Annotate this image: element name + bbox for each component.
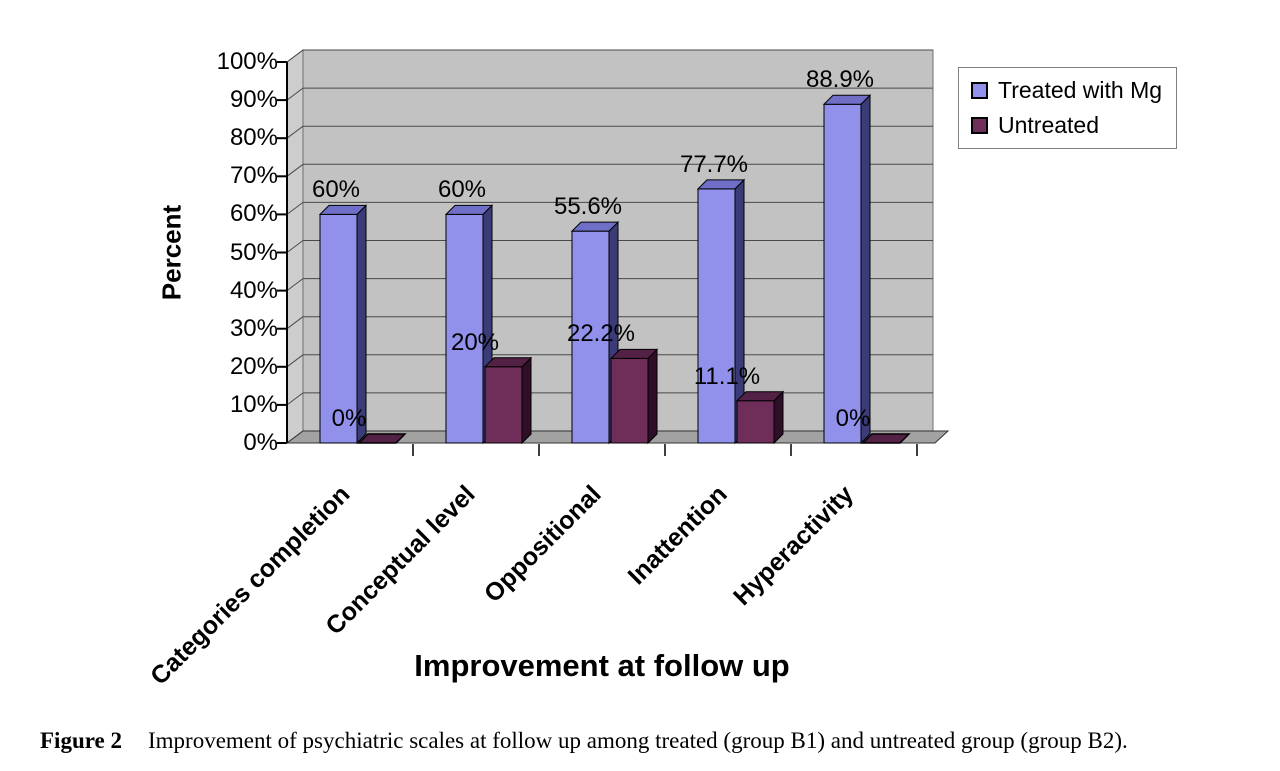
bar-1-2-top: [609, 348, 659, 359]
bar-0-0-top: [318, 204, 368, 215]
legend-swatch-untreated-icon: [971, 117, 988, 135]
gridline-side-80: [286, 125, 304, 139]
bar-0-1-top: [444, 204, 494, 215]
bar-1-3-front: [736, 400, 775, 444]
legend-label-treated: Treated with Mg: [998, 76, 1163, 103]
bar-0-2-top: [570, 221, 620, 232]
gridline-side-70: [286, 163, 304, 177]
legend-label-untreated: Untreated: [998, 112, 1100, 139]
y-axis-title: Percent: [156, 204, 187, 301]
gridline-side-50: [286, 240, 304, 253]
x-axis-title: Improvement at follow up: [414, 648, 790, 683]
bar-0-0-side: [356, 204, 367, 445]
gridline-side-40: [286, 278, 304, 292]
figure-caption-label: Figure 2: [40, 728, 122, 753]
bar-1-2-side: [647, 348, 658, 445]
bar-chart: 60% 0% Categories completion 60% 20% Conceptu…: [144, 48, 1177, 691]
figure-caption-text: Improvement of psychiatric scales at fol…: [147, 728, 1128, 753]
bar-0-0-front: [319, 213, 358, 444]
bar-1-1-side: [521, 356, 532, 445]
bar-1-2-front: [610, 357, 649, 444]
legend-item-untreated: Untreated: [971, 112, 1176, 139]
bar-0-2-front: [571, 230, 610, 444]
bar-0-4-front: [823, 103, 862, 444]
bar-1-0-flat: [357, 433, 407, 444]
gridline-side-20: [286, 354, 304, 368]
gridline-side-90: [286, 87, 304, 101]
bar-1-3-top: [735, 391, 785, 402]
bar-1-4-flat: [861, 433, 911, 444]
gridline-side-100: [286, 49, 304, 63]
gridline-side-30: [286, 316, 304, 330]
bar-0-4-top: [822, 94, 872, 105]
gridline-side-10: [286, 392, 304, 406]
plot-area: [277, 49, 950, 456]
bar-0-3-top: [696, 179, 746, 190]
legend-item-treated: Treated with Mg: [971, 77, 1176, 104]
legend-swatch-treated-icon: [971, 81, 988, 99]
figure-caption: Figure 2 Improvement of psychiatric scale…: [40, 726, 1260, 756]
bar-0-1-front: [445, 213, 484, 444]
bar-0-4-side: [860, 94, 871, 445]
legend: Treated with Mg Untreated: [958, 67, 1177, 149]
bar-1-1-top: [483, 357, 533, 368]
bar-0-3-front: [697, 188, 736, 444]
gridline-side-60: [286, 201, 304, 215]
bar-1-1-front: [484, 366, 523, 444]
